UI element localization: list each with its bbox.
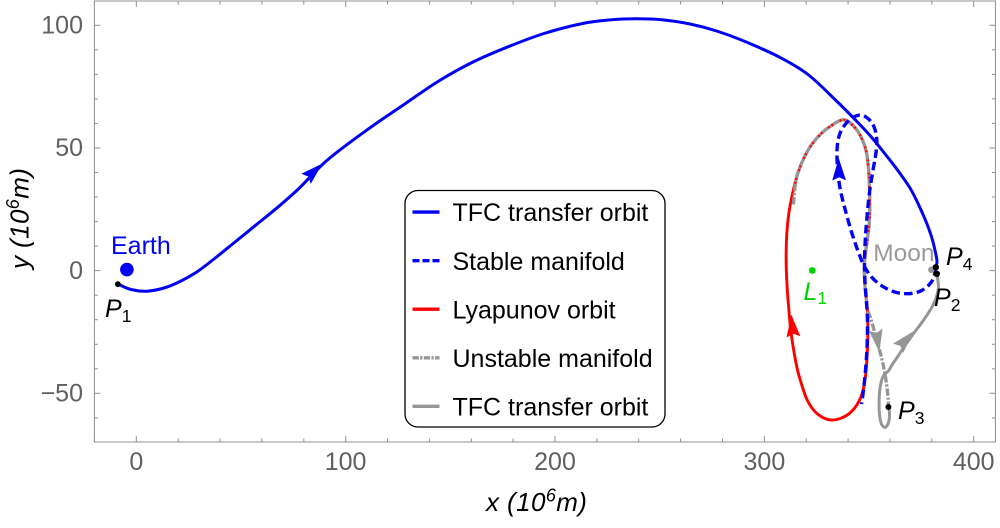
svg-text:−50: −50 [41, 380, 83, 408]
svg-text:100: 100 [41, 12, 83, 40]
svg-text:Moon: Moon [873, 240, 934, 267]
svg-text:300: 300 [744, 448, 786, 476]
svg-text:50: 50 [55, 134, 83, 162]
svg-text:Stable manifold: Stable manifold [453, 248, 625, 276]
svg-text:TFC transfer orbit: TFC transfer orbit [453, 199, 649, 227]
svg-text:Lyapunov orbit: Lyapunov orbit [453, 296, 616, 324]
svg-text:Earth: Earth [111, 232, 171, 260]
svg-text:y (106m): y (106m) [3, 168, 35, 271]
svg-text:TFC transfer orbit: TFC transfer orbit [453, 393, 649, 421]
svg-text:Unstable manifold: Unstable manifold [453, 345, 653, 373]
svg-text:P1: P1 [105, 295, 131, 326]
svg-text:400: 400 [953, 448, 995, 476]
svg-text:0: 0 [129, 448, 143, 476]
svg-text:100: 100 [325, 448, 367, 476]
svg-text:0: 0 [69, 257, 83, 285]
svg-text:200: 200 [534, 448, 576, 476]
svg-text:x (106m): x (106m) [484, 486, 587, 518]
